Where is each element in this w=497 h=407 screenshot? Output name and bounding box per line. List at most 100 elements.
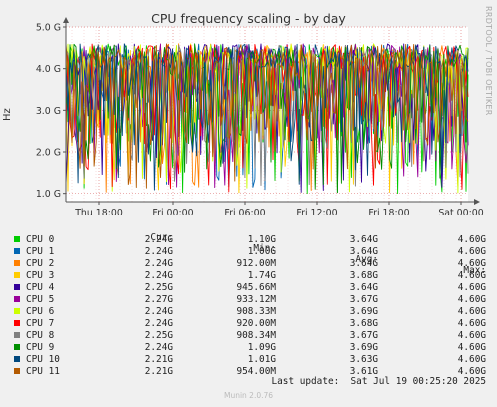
legend-swatch [14, 272, 20, 278]
legend-swatch [14, 260, 20, 266]
legend-row: CPU 6 2.24G 908.33M 3.69G 4.60G [0, 306, 497, 317]
legend-series-name: CPU 8 [26, 330, 55, 341]
legend-avg-value: 3.64G [349, 234, 378, 245]
legend-row: CPU 4 2.25G 945.66M 3.64G 4.60G [0, 282, 497, 293]
y-tick-label: 2.0 G [36, 148, 61, 159]
legend-max-value: 4.60G [457, 354, 486, 365]
legend-swatch [14, 296, 20, 302]
legend-cur-value: 2.24G [144, 270, 173, 281]
legend-max-value: 4.60G [457, 318, 486, 329]
legend-header: Cur: Min: Avg: Max: [0, 221, 497, 276]
legend-row: CPU 5 2.27G 933.12M 3.67G 4.60G [0, 294, 497, 305]
legend-row: CPU 1 2.24G 1.00G 3.64G 4.60G [0, 246, 497, 257]
legend-swatch [14, 332, 20, 338]
legend-swatch [14, 368, 20, 374]
y-tick-label: 5.0 G [36, 23, 61, 34]
rrdtool-credit: RRDTOOL / TOBI OETIKER [484, 6, 493, 116]
legend-avg-value: 3.69G [349, 306, 378, 317]
legend-row: CPU 10 2.21G 1.01G 3.63G 4.60G [0, 354, 497, 365]
legend-min-value: 945.66M [236, 282, 276, 293]
munin-version: Munin 2.0.76 [223, 391, 274, 400]
chart-title: CPU frequency scaling - by day [151, 11, 346, 26]
legend-min-value: 1.01G [247, 354, 276, 365]
y-tick-label: 4.0 G [36, 64, 61, 75]
legend-swatch [14, 248, 20, 254]
legend-min-value: 908.33M [236, 306, 276, 317]
legend-swatch [14, 284, 20, 290]
legend-row: CPU 11 2.21G 954.00M 3.61G 4.60G [0, 366, 497, 377]
legend-swatch [14, 320, 20, 326]
legend-cur-value: 2.24G [144, 342, 173, 353]
y-tick-label: 1.0 G [36, 189, 61, 200]
legend-row: CPU 3 2.24G 1.74G 3.68G 4.60G [0, 270, 497, 281]
legend-avg-value: 3.68G [349, 318, 378, 329]
legend-cur-value: 2.24G [144, 306, 173, 317]
legend-cur-value: 2.21G [144, 366, 173, 377]
legend-min-value: 1.09G [247, 342, 276, 353]
legend-series-name: CPU 7 [26, 318, 55, 329]
series-line [65, 43, 469, 189]
legend-series-name: CPU 1 [26, 246, 55, 257]
header-min: Min: [253, 243, 276, 254]
legend-series-name: CPU 2 [26, 258, 55, 269]
legend-series-name: CPU 0 [26, 234, 55, 245]
legend-series-name: CPU 4 [26, 282, 55, 293]
legend-min-value: 954.00M [236, 366, 276, 377]
legend-max-value: 4.60G [457, 246, 486, 257]
x-tick-label: Sat 00:00 [438, 208, 483, 215]
legend-avg-value: 3.61G [349, 366, 378, 377]
legend-avg-value: 3.67G [349, 294, 378, 305]
header-avg: Avg: [355, 254, 378, 265]
legend-series-name: CPU 10 [26, 354, 60, 365]
legend-min-value: 912.00M [236, 258, 276, 269]
legend-series-name: CPU 11 [26, 366, 60, 377]
legend-row: CPU 7 2.24G 920.00M 3.68G 4.60G [0, 318, 497, 329]
legend-max-value: 4.60G [457, 294, 486, 305]
legend-min-value: 1.00G [247, 246, 276, 257]
legend-min-value: 933.12M [236, 294, 276, 305]
x-axis-arrow [474, 199, 480, 205]
series-line [65, 44, 469, 187]
legend-swatch [14, 308, 20, 314]
legend-max-value: 4.60G [457, 330, 486, 341]
legend-series-name: CPU 5 [26, 294, 55, 305]
legend-cur-value: 2.27G [144, 294, 173, 305]
legend-min-value: 908.34M [236, 330, 276, 341]
header-cur: Cur: [150, 232, 173, 243]
legend-cur-value: 2.25G [144, 330, 173, 341]
y-tick-label: 3.0 G [36, 106, 61, 117]
x-tick-label: Thu 18:00 [74, 208, 123, 215]
legend-cur-value: 2.21G [144, 354, 173, 365]
legend-row: CPU 0 2.24G 1.10G 3.64G 4.60G [0, 234, 497, 245]
legend-max-value: 4.60G [457, 258, 486, 269]
series-line [65, 43, 469, 189]
legend-min-value: 1.74G [247, 270, 276, 281]
legend-swatch [14, 356, 20, 362]
legend-series-name: CPU 3 [26, 270, 55, 281]
legend-cur-value: 2.24G [144, 246, 173, 257]
legend-avg-value: 3.67G [349, 330, 378, 341]
last-update: Last update: Sat Jul 19 00:25:20 2025 [271, 376, 486, 387]
legend-cur-value: 2.24G [144, 258, 173, 269]
legend-avg-value: 3.64G [349, 282, 378, 293]
header-max: Max: [463, 265, 486, 276]
legend-max-value: 4.60G [457, 306, 486, 317]
legend-max-value: 4.60G [457, 282, 486, 293]
legend-cur-value: 2.24G [144, 234, 173, 245]
y-axis-arrow [63, 17, 69, 23]
legend-swatch [14, 236, 20, 242]
legend-min-value: 1.10G [247, 234, 276, 245]
x-tick-label: Fri 06:00 [224, 208, 265, 215]
legend-max-value: 4.60G [457, 234, 486, 245]
x-tick-label: Fri 00:00 [152, 208, 193, 215]
legend-max-value: 4.60G [457, 342, 486, 353]
legend-max-value: 4.60G [457, 366, 486, 377]
legend-series-name: CPU 9 [26, 342, 55, 353]
x-tick-label: Fri 12:00 [296, 208, 337, 215]
legend-cur-value: 2.25G [144, 282, 173, 293]
series-line [65, 43, 469, 191]
legend-row: CPU 2 2.24G 912.00M 3.64G 4.60G [0, 258, 497, 269]
legend-row: CPU 8 2.25G 908.34M 3.67G 4.60G [0, 330, 497, 341]
x-tick-label: Fri 18:00 [368, 208, 409, 215]
